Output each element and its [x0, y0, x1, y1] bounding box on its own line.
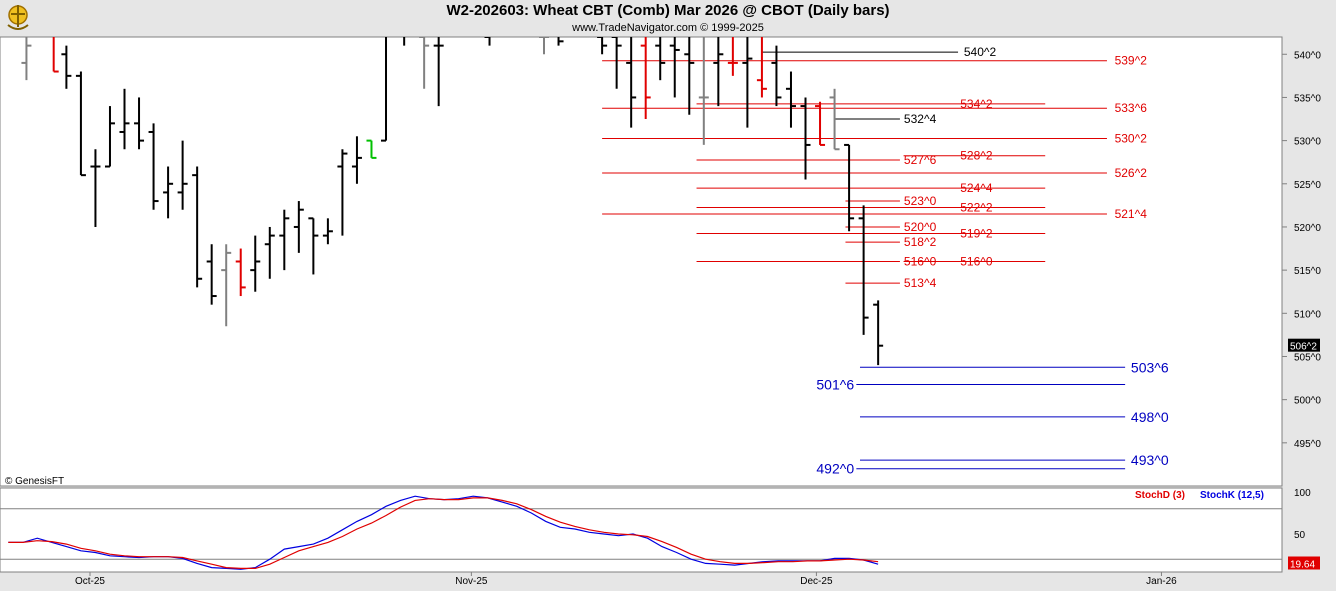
tradenavigator-logo-icon	[2, 1, 34, 33]
price-axis-label: 505^0	[1294, 352, 1321, 363]
stoch-legend-item: StochK (12,5)	[1200, 490, 1264, 501]
date-axis-label: Nov-25	[455, 576, 488, 587]
price-axis-label: 510^0	[1294, 309, 1321, 320]
level-label: 523^0	[904, 194, 937, 208]
level-label: 540^2	[964, 45, 997, 59]
price-plot-area	[0, 36, 1283, 487]
level-label: 501^6	[816, 377, 854, 393]
last-price-badge	[1288, 338, 1320, 352]
price-axis-label: 500^0	[1294, 396, 1321, 407]
level-label: 519^2	[960, 226, 993, 240]
price-axis-label: 520^0	[1294, 223, 1321, 234]
level-label: 492^0	[816, 461, 854, 477]
level-label: 532^4	[904, 112, 937, 126]
level-label: 493^0	[1131, 452, 1169, 468]
stoch-axis-label: 50	[1294, 530, 1306, 541]
price-axis-label: 530^0	[1294, 137, 1321, 148]
level-label: 524^4	[960, 181, 993, 195]
level-label: 518^2	[904, 235, 937, 249]
date-axis-label: Oct-25	[75, 576, 105, 587]
stoch-last-label: 19.64	[1290, 560, 1315, 571]
chart-title: W2-202603: Wheat CBT (Comb) Mar 2026 @ C…	[446, 2, 890, 19]
level-label: 503^6	[1131, 359, 1169, 375]
price-axis-label: 540^0	[1294, 50, 1321, 61]
level-label: 526^2	[1115, 166, 1148, 180]
copyright-label: © GenesisFT	[5, 476, 64, 487]
level-label: 527^6	[904, 153, 937, 167]
level-label: 513^4	[904, 276, 937, 290]
level-label: 530^2	[1115, 131, 1148, 145]
stoch-d-line	[8, 497, 879, 570]
level-label: 522^2	[960, 201, 993, 215]
stoch-last-badge	[1288, 556, 1320, 570]
chart-subtitle: www.TradeNavigator.com © 1999-2025	[572, 22, 764, 34]
level-label: 516^0	[960, 255, 993, 269]
level-label: 528^2	[960, 149, 993, 163]
level-label: 534^2	[960, 97, 993, 111]
level-label: 498^0	[1131, 409, 1169, 425]
level-label: 533^6	[1115, 101, 1148, 115]
last-price-label: 506^2	[1290, 342, 1317, 353]
date-axis-label: Jan-26	[1146, 576, 1177, 587]
stoch-legend-item: StochD (3)	[1135, 490, 1185, 501]
level-label: 520^0	[904, 220, 937, 234]
stoch-axis-label: 100	[1294, 488, 1311, 499]
price-axis-label: 495^0	[1294, 439, 1321, 450]
level-label: 539^2	[1115, 54, 1148, 68]
level-label: 521^4	[1115, 207, 1148, 221]
price-axis-label: 535^0	[1294, 93, 1321, 104]
stochastic-plot-area	[0, 487, 1283, 573]
price-axis-label: 515^0	[1294, 266, 1321, 277]
date-axis-label: Dec-25	[800, 576, 833, 587]
price-axis-label: 525^0	[1294, 180, 1321, 191]
